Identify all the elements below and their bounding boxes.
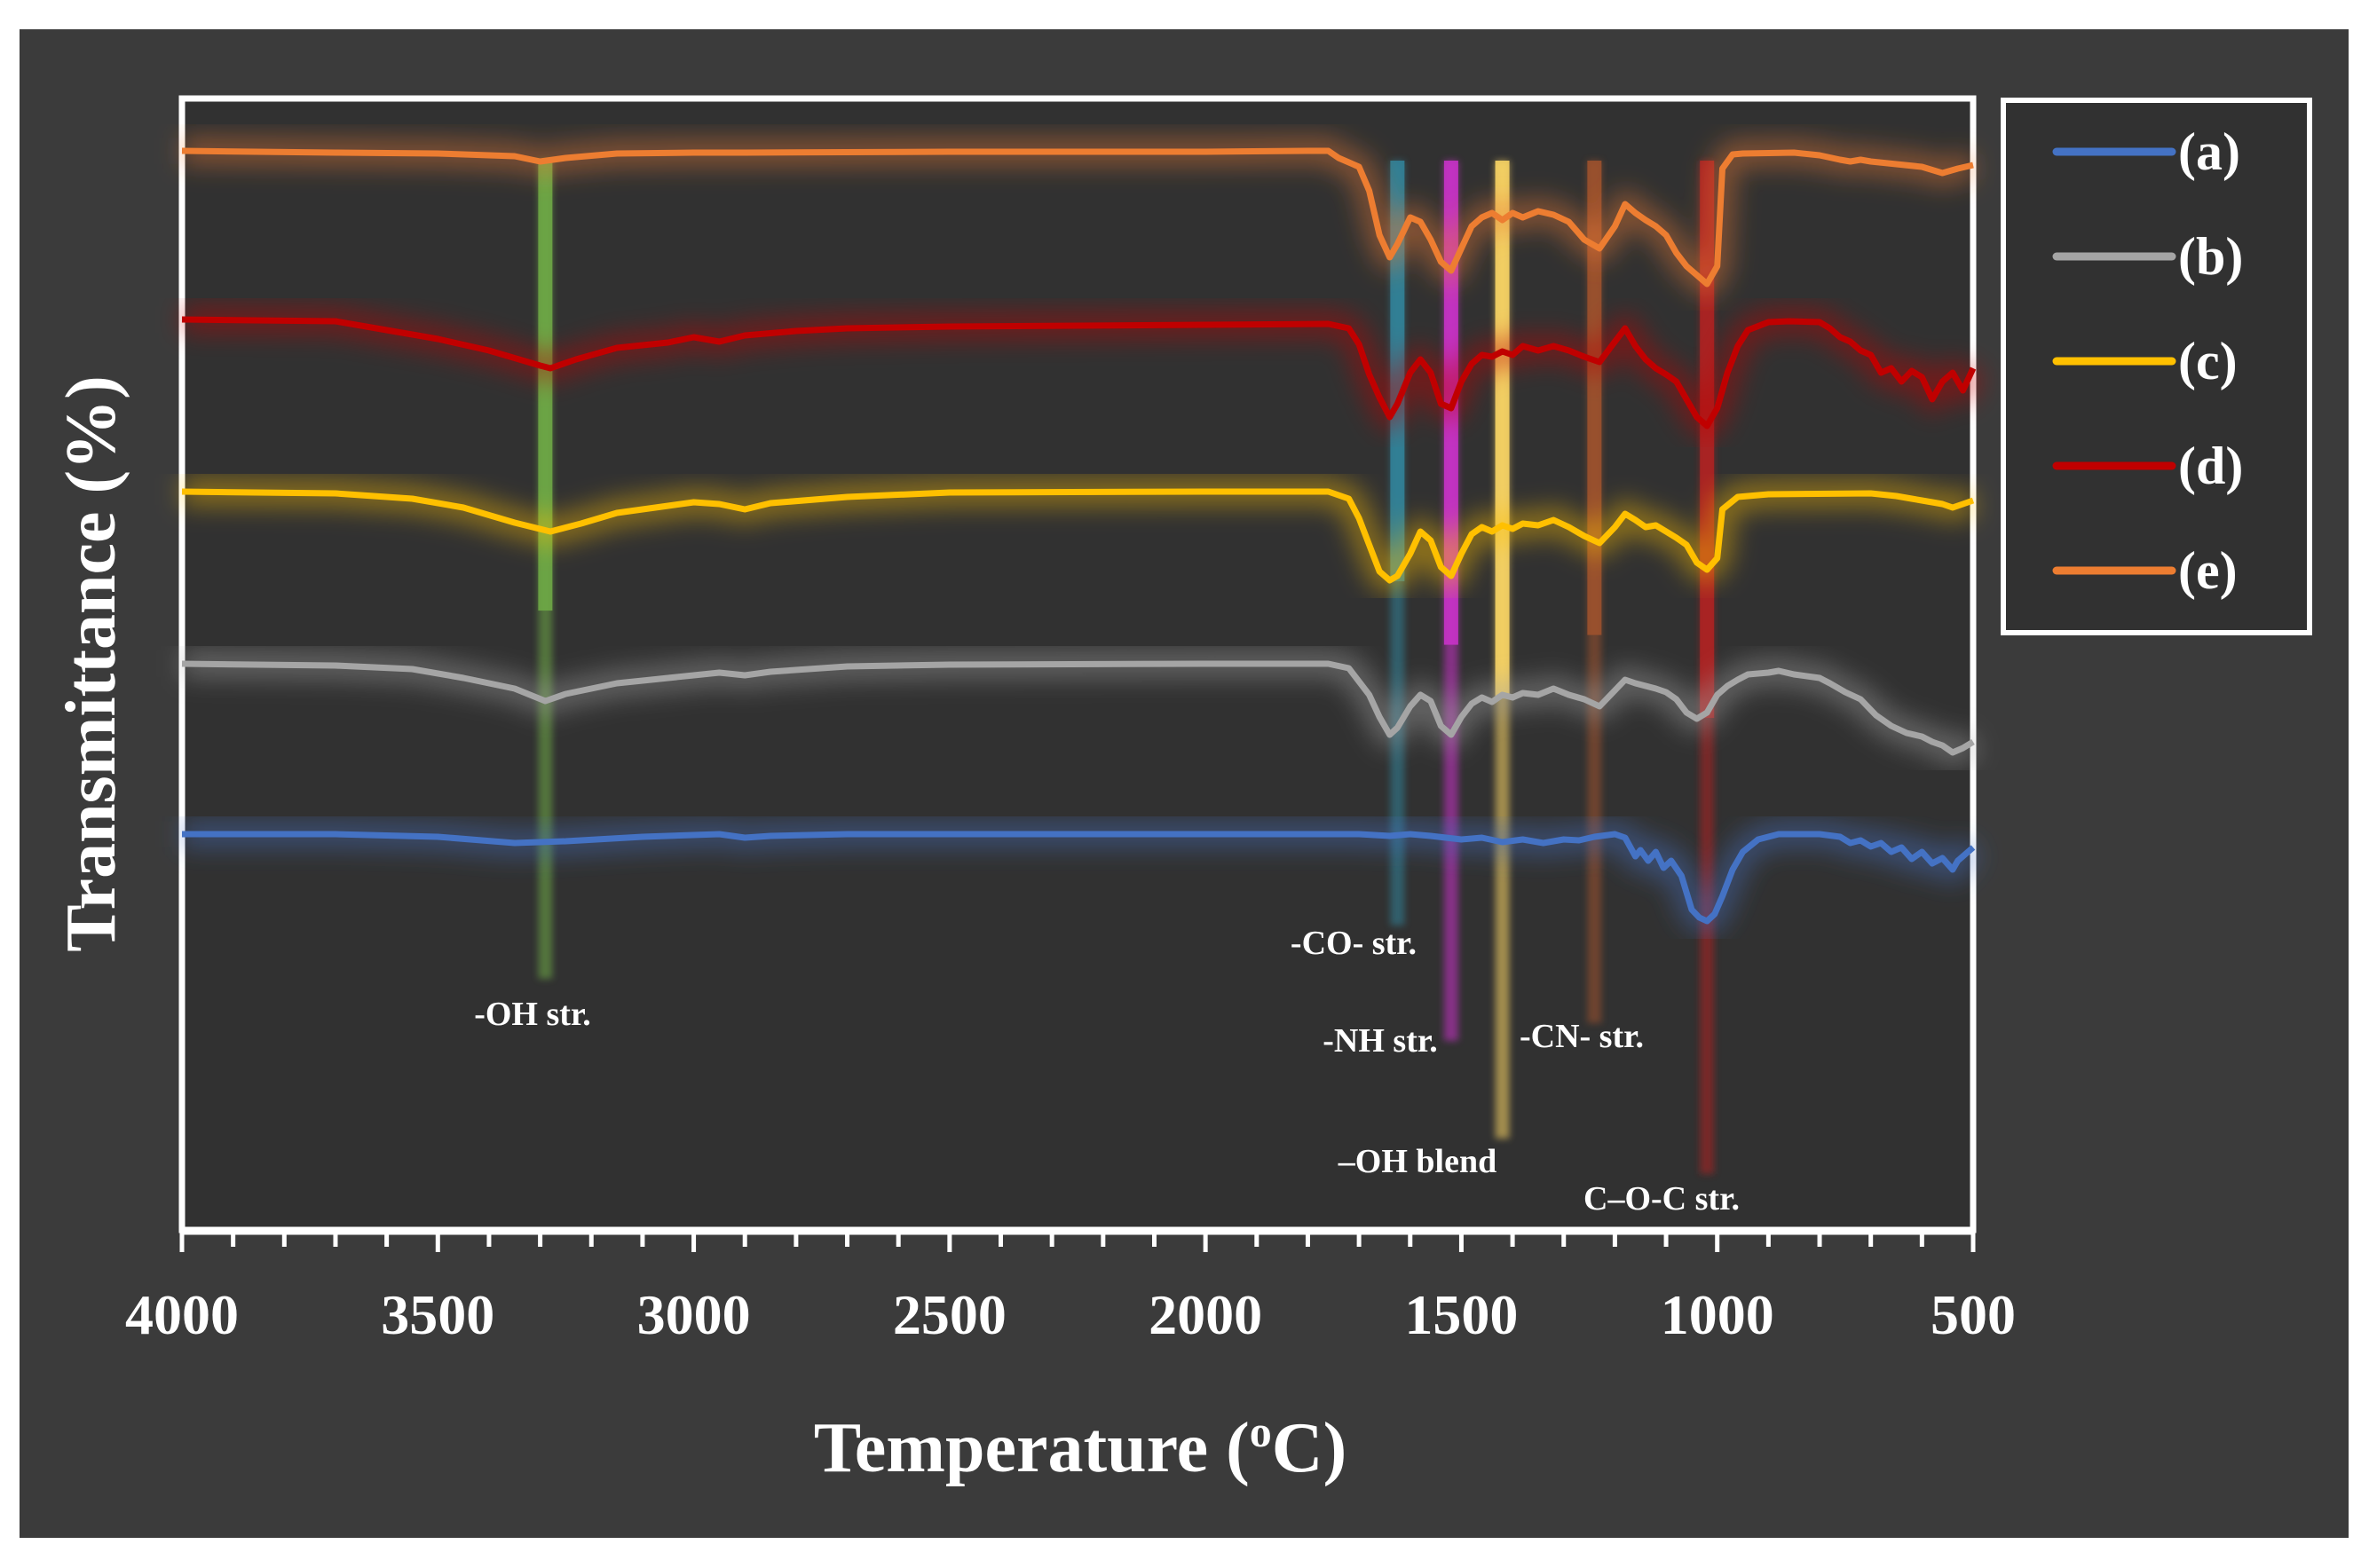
band-marker xyxy=(1587,161,1602,635)
series-lines xyxy=(181,147,1977,925)
x-tick-label: 2500 xyxy=(893,1283,1007,1346)
x-tick-label: 1500 xyxy=(1404,1283,1518,1346)
legend-label: (a) xyxy=(2178,122,2240,181)
band-annotation: -CN- str. xyxy=(1520,1018,1644,1055)
band-annotation: -NH str. xyxy=(1323,1022,1437,1060)
band-annotation: –OH blend xyxy=(1338,1143,1496,1180)
series-line xyxy=(181,147,1974,288)
chart-background: -OH str. -CO- str. -NH str. –OH blend -CN- s… xyxy=(20,29,2349,1538)
band-annotations: -OH str. -CO- str. -NH str. –OH blend -CN- s… xyxy=(474,925,1740,1217)
legend-label: (e) xyxy=(2178,541,2238,600)
x-tick-label: 3000 xyxy=(637,1283,751,1346)
band-marker xyxy=(1495,161,1510,699)
band-annotation: -CO- str. xyxy=(1291,925,1417,962)
legend-box xyxy=(2001,98,2312,635)
band-annotation: C–O-C str. xyxy=(1583,1180,1740,1217)
x-tick-label: 3500 xyxy=(381,1283,494,1346)
y-axis-title: Transmittance (%) xyxy=(52,375,130,952)
x-axis-ticks: 4000 3500 3000 2500 2000 1500 1000 500 xyxy=(125,1233,2016,1346)
ftir-chart: -OH str. -CO- str. -NH str. –OH blend -CN- s… xyxy=(52,95,2312,1487)
x-tick-label: 1000 xyxy=(1661,1283,1774,1346)
legend-label: (b) xyxy=(2178,227,2243,286)
band-annotation: -OH str. xyxy=(474,996,591,1033)
x-tick-label: 2000 xyxy=(1149,1283,1262,1346)
legend-label: (c) xyxy=(2178,332,2238,390)
x-tick-label: 4000 xyxy=(125,1283,239,1346)
series-line xyxy=(182,831,1976,925)
series-line xyxy=(181,488,1975,584)
legend-label: (d) xyxy=(2178,437,2243,495)
legend-items: (a) (b) (c) (d) (e) xyxy=(2052,122,2243,600)
series-line xyxy=(181,316,1977,429)
band-marker xyxy=(538,161,553,611)
legend: (a) (b) (c) (d) (e) xyxy=(2001,98,2312,635)
x-axis-title: Temperature (oC) xyxy=(814,1406,1346,1487)
x-tick-label: 500 xyxy=(1931,1283,2016,1346)
series-line xyxy=(181,660,1975,756)
